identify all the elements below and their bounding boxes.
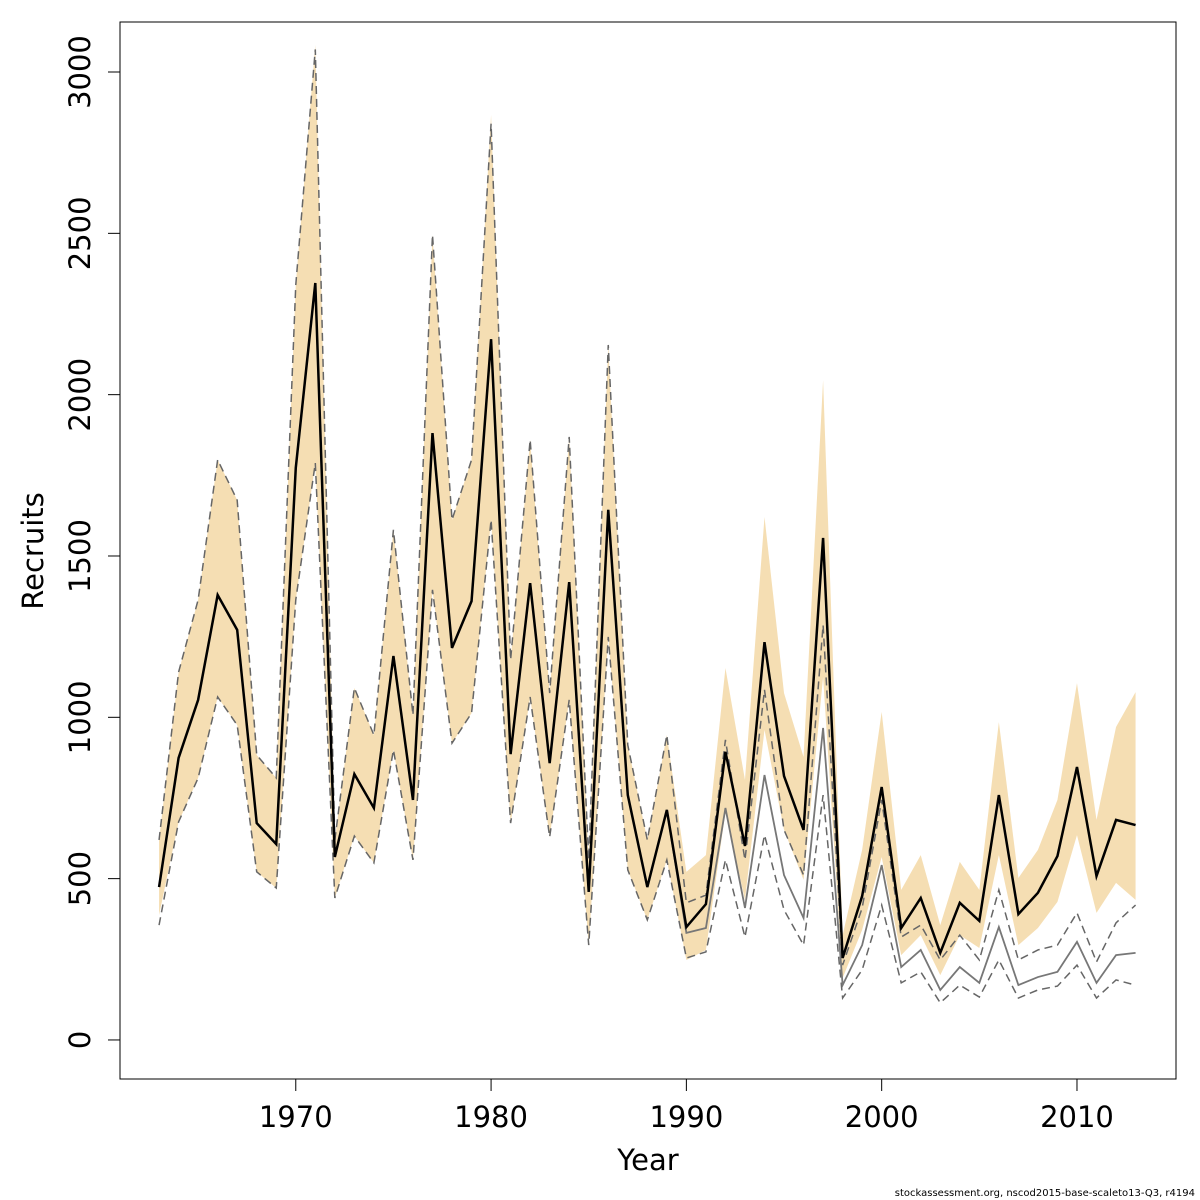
y-tick-label: 2500 bbox=[63, 196, 97, 270]
x-tick-label: 1980 bbox=[454, 1100, 528, 1134]
y-tick-label: 2000 bbox=[63, 358, 97, 432]
x-tick-label: 2000 bbox=[845, 1100, 919, 1134]
ci-line bbox=[158, 49, 1137, 966]
confidence-band bbox=[159, 44, 1136, 979]
x-tick-label: 1990 bbox=[649, 1100, 723, 1134]
y-tick-label: 1500 bbox=[63, 519, 97, 593]
y-axis-label: Recruits bbox=[16, 492, 50, 609]
x-axis-label: Year bbox=[616, 1143, 678, 1177]
footnote: stockassessment.org, nscod2015-base-scal… bbox=[895, 1188, 1195, 1199]
y-tick-label: 1000 bbox=[63, 680, 97, 754]
y-tick-label: 3000 bbox=[63, 35, 97, 109]
y-tick-label: 500 bbox=[63, 851, 97, 906]
y-tick-label: 0 bbox=[63, 1031, 97, 1049]
ci-line bbox=[158, 462, 1136, 1005]
estimate-line bbox=[157, 282, 1136, 959]
x-tick-label: 1970 bbox=[259, 1100, 333, 1134]
x-tick-label: 2010 bbox=[1040, 1100, 1114, 1134]
